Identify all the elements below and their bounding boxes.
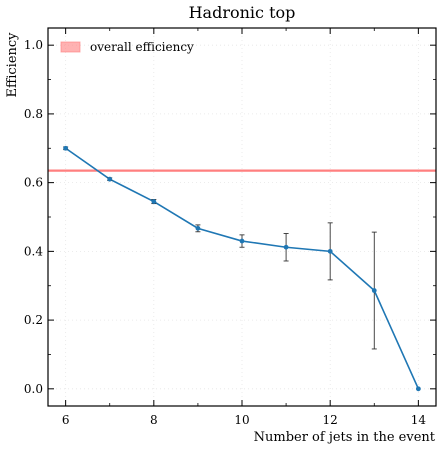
x-tick-label: 8	[150, 413, 158, 427]
y-tick-label: 0.6	[24, 176, 43, 190]
data-point	[63, 145, 69, 151]
data-point	[371, 288, 377, 293]
data-point	[327, 248, 333, 254]
legend-swatch	[60, 41, 81, 53]
y-tick-label: 0.2	[24, 313, 43, 327]
x-tick-label: 12	[323, 413, 338, 427]
y-tick-label: 0.4	[24, 244, 43, 258]
chart-title: Hadronic top	[189, 3, 296, 22]
y-tick-label: 0.8	[24, 107, 43, 121]
x-tick-label: 6	[62, 413, 70, 427]
axis-ticks: 6 8 10 12 14 0.0 0.2 0.4 0.6 0.8 1.0	[24, 28, 436, 427]
x-tick-label: 10	[234, 413, 249, 427]
y-tick-label: 0.0	[24, 382, 43, 396]
plot-frame	[47, 27, 437, 407]
data-point	[239, 238, 245, 244]
y-axis-label: Efficiency	[5, 32, 20, 98]
y-tick-label: 1.0	[24, 38, 43, 52]
grid	[48, 28, 436, 406]
legend: overall efficiency	[60, 40, 194, 54]
data-point	[151, 199, 157, 204]
efficiency-series	[63, 145, 421, 392]
data-point	[283, 244, 289, 250]
data-point	[195, 225, 201, 231]
x-tick-label: 14	[411, 413, 427, 427]
x-axis-label: Number of jets in the event	[254, 430, 436, 445]
data-point	[415, 386, 421, 392]
data-point	[107, 176, 113, 182]
legend-entry-overall-efficiency: overall efficiency	[90, 40, 194, 54]
